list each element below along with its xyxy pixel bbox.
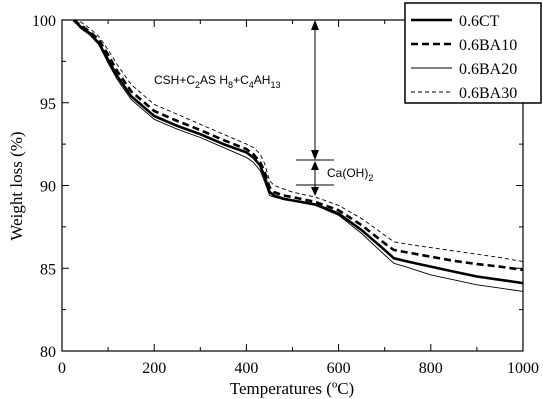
y-tick-label: 90 [40, 179, 56, 196]
y-axis-label: Weight loss (%) [7, 131, 26, 240]
x-axis-label: Temperatures (ºC) [230, 379, 354, 398]
series-line-06ba10 [72, 18, 524, 272]
x-tick-label: 200 [142, 360, 166, 377]
annotation-portlandite: Ca(OH)2 [296, 161, 373, 196]
legend-label: 0.6CT [459, 13, 500, 30]
x-tick-label: 0 [58, 360, 66, 377]
x-tick-label: 600 [327, 360, 351, 377]
y-tick-label: 80 [40, 344, 56, 361]
legend: 0.6CT 0.6BA10 0.6BA20 0.6BA30 [404, 2, 542, 104]
arrowhead-down-icon [311, 187, 319, 196]
annotation-hydrates: CSH+C2AS H8+C4AH13 [154, 20, 334, 161]
series-line-06ba30 [73, 19, 524, 263]
legend-label: 0.6BA30 [459, 85, 517, 102]
axis-tick-labels: 0 200 400 600 800 1000 80 85 90 95 100 [32, 13, 539, 377]
x-tick-label: 800 [419, 360, 443, 377]
x-tick-label: 1000 [507, 360, 539, 377]
series-line-06ct [72, 19, 524, 285]
y-tick-label: 95 [40, 96, 56, 113]
annotation-portlandite-label: Ca(OH)2 [327, 166, 373, 183]
x-tick-label: 400 [234, 360, 258, 377]
arrowhead-up-icon [311, 161, 319, 170]
series-line-06ba20 [73, 19, 524, 292]
annotation-hydrates-label: CSH+C2AS H8+C4AH13 [154, 73, 280, 90]
y-tick-label: 85 [40, 261, 56, 278]
legend-label: 0.6BA10 [459, 37, 517, 54]
y-tick-label: 100 [32, 13, 56, 30]
legend-label: 0.6BA20 [459, 61, 517, 78]
series-curves [72, 18, 524, 292]
arrowhead-up-icon [311, 20, 319, 30]
arrowhead-down-icon [311, 150, 319, 160]
